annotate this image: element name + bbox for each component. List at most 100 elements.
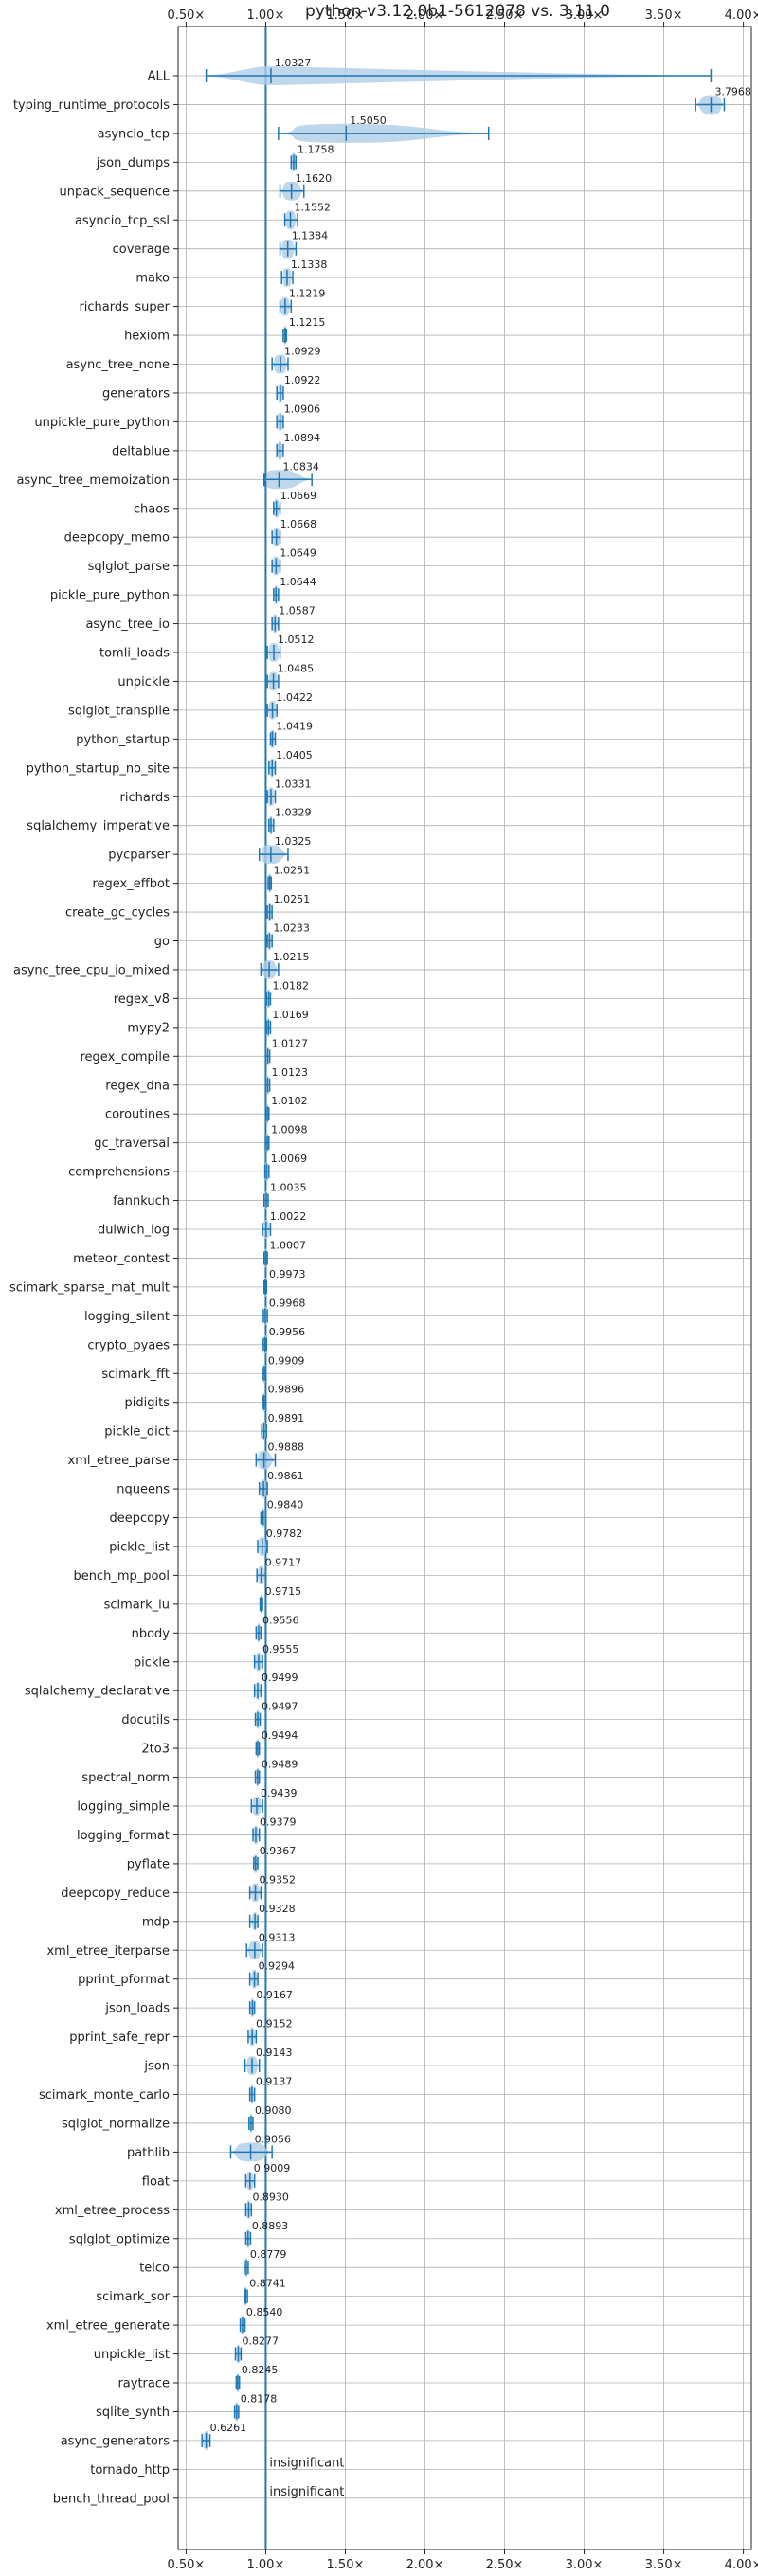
benchmark-label: regex_compile: [80, 1050, 170, 1064]
benchmark-label: deltablue: [112, 444, 170, 458]
x-tick-label-bottom: 0.50×: [167, 2558, 205, 2572]
benchmark-label: mdp: [142, 1915, 170, 1929]
value-label: 0.9328: [259, 1903, 296, 1915]
value-label: 1.1552: [295, 201, 332, 213]
insignificant-label: insignificant: [269, 2456, 344, 2470]
benchmark-label: 2to3: [141, 1743, 170, 1757]
benchmark-label: pycparser: [108, 849, 170, 863]
value-label: 0.8178: [241, 2392, 278, 2405]
benchmark-label: coroutines: [105, 1108, 170, 1122]
benchmark-label: scimark_fft: [101, 1368, 170, 1382]
x-tick-label-bottom: 1.00×: [247, 2558, 285, 2572]
value-label: 1.0329: [275, 807, 312, 819]
benchmark-label: nqueens: [117, 1483, 170, 1497]
value-label: 1.0419: [276, 720, 313, 732]
value-label: 1.0233: [273, 922, 310, 935]
benchmark-label: create_gc_cycles: [65, 906, 170, 921]
value-label: 0.9715: [265, 1585, 302, 1598]
value-label: 1.0649: [280, 547, 316, 560]
value-label: 0.9782: [266, 1528, 303, 1540]
value-label: 0.9499: [262, 1672, 298, 1684]
value-label: 1.0007: [270, 1239, 307, 1251]
chart-title: python-v3.12.0b1-5612078 vs. 3.11.0: [305, 2, 610, 21]
benchmark-label: logging_simple: [77, 1800, 170, 1815]
value-label: 0.9896: [268, 1384, 305, 1396]
value-label: 0.8245: [242, 2364, 279, 2376]
value-label: 1.0405: [276, 749, 313, 761]
benchmark-label: async_generators: [61, 2434, 171, 2448]
benchmark-label: async_tree_memoization: [16, 474, 170, 488]
benchmark-label: mako: [135, 272, 170, 286]
x-tick-label-top: 1.00×: [247, 9, 285, 23]
benchmark-label: hexiom: [124, 330, 170, 344]
marks-layer: [201, 27, 726, 2549]
value-label: 0.9167: [256, 1989, 293, 2001]
benchmark-label: spectral_norm: [81, 1771, 170, 1785]
x-tick-label-bottom: 3.50×: [645, 2558, 683, 2572]
value-label: 1.1219: [289, 288, 326, 300]
value-label: 1.0834: [282, 460, 319, 473]
value-label: 0.9973: [269, 1268, 306, 1280]
benchmark-label: comprehensions: [68, 1166, 170, 1180]
benchmark-label: unpack_sequence: [59, 185, 170, 199]
value-label: 0.9009: [254, 2162, 291, 2174]
benchmark-label: pickle_list: [109, 1540, 170, 1554]
value-label: 0.9861: [267, 1470, 304, 1482]
value-label: 1.0215: [273, 951, 310, 963]
value-label: 1.1384: [292, 230, 329, 242]
value-label: 0.9556: [262, 1614, 299, 1626]
benchmark-label: unpickle_pure_python: [34, 416, 170, 430]
insignificant-label: insignificant: [269, 2485, 344, 2499]
value-label: 1.0669: [280, 490, 317, 502]
value-label: 1.1338: [291, 259, 328, 271]
benchmark-label: meteor_contest: [73, 1252, 170, 1266]
value-label: 0.9143: [256, 2047, 293, 2059]
benchmark-label: pprint_safe_repr: [69, 2030, 170, 2045]
value-label: 1.0169: [272, 1009, 309, 1021]
benchmark-label: unpickle: [117, 675, 170, 689]
benchmark-label: float: [142, 2174, 170, 2189]
value-label: 0.9497: [262, 1701, 298, 1713]
value-label: 1.0668: [280, 518, 317, 530]
value-label: 1.0929: [284, 346, 321, 358]
benchmark-label: xml_etree_parse: [68, 1454, 170, 1468]
value-label: 1.0327: [275, 57, 312, 69]
value-label: 0.9137: [256, 2076, 293, 2088]
benchmark-label: deepcopy_reduce: [61, 1887, 170, 1901]
value-label: 1.0894: [283, 432, 320, 444]
value-label: 1.0485: [278, 662, 315, 674]
benchmark-label: bench_thread_pool: [53, 2492, 170, 2506]
benchmark-label: generators: [102, 386, 170, 401]
benchmark-label: asyncio_tcp: [98, 127, 170, 141]
benchmark-label: gc_traversal: [94, 1136, 170, 1151]
labels-layer: 0.50× 0.50× 1.00× 1.00× 1.50× 1.50× 2.00× 2.00×…: [9, 9, 758, 2572]
value-label: 0.6261: [210, 2422, 247, 2434]
value-label: 1.0098: [271, 1124, 308, 1136]
value-label: 0.9909: [268, 1354, 305, 1367]
benchmark-label: coverage: [113, 242, 170, 257]
benchmark-label: pyflate: [127, 1857, 170, 1871]
value-label: 1.0182: [272, 979, 309, 992]
benchmark-label: logging_silent: [84, 1310, 170, 1324]
value-label: 1.0906: [284, 402, 321, 415]
benchmark-label: sqlalchemy_imperative: [27, 819, 170, 833]
benchmark-label: fannkuch: [113, 1194, 170, 1208]
value-label: 0.9080: [255, 2104, 292, 2117]
value-label: 1.0587: [279, 605, 316, 617]
value-label: 0.9555: [262, 1643, 299, 1655]
benchmark-label: tornado_http: [90, 2463, 170, 2478]
benchmark-label: sqlglot_normalize: [62, 2117, 170, 2131]
value-label: 0.9313: [259, 1931, 296, 1943]
benchmark-label: sqlglot_parse: [88, 560, 170, 574]
value-label: 0.8540: [246, 2306, 283, 2318]
value-label: 1.0325: [275, 835, 312, 848]
benchmark-label: deepcopy_memo: [64, 531, 170, 546]
value-label: 1.0251: [274, 865, 311, 877]
value-label: 0.9891: [268, 1412, 305, 1424]
value-label: 0.9439: [261, 1787, 298, 1799]
benchmark-label: scimark_monte_carlo: [39, 2088, 170, 2102]
benchmark-label: dulwich_log: [98, 1224, 170, 1238]
benchmark-label: scimark_sparse_mat_mult: [9, 1280, 170, 1295]
benchmark-label: raytrace: [117, 2377, 170, 2391]
